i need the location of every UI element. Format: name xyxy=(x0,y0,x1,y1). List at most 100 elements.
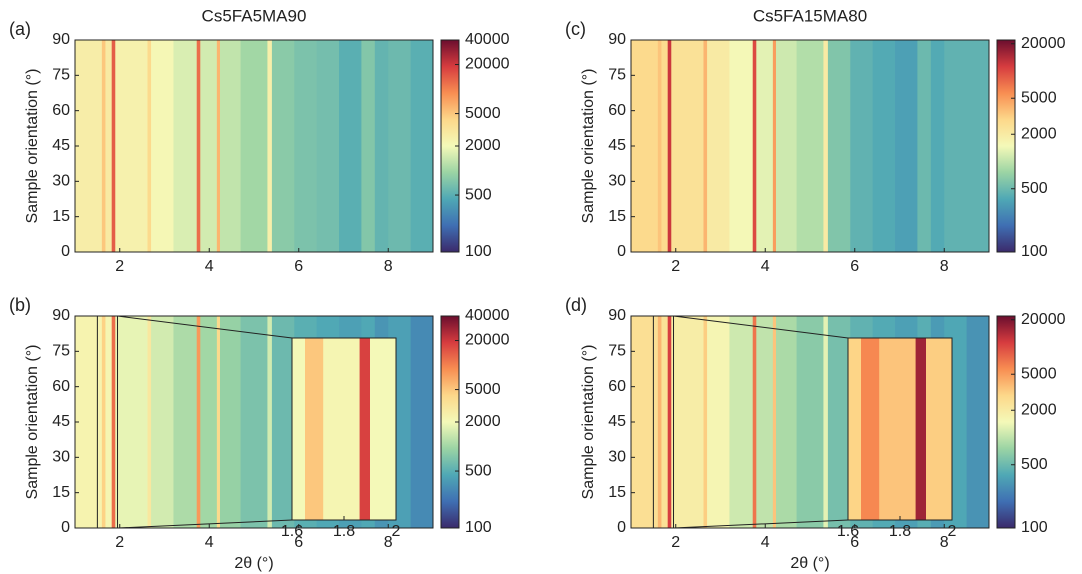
x-tick-label: 8 xyxy=(940,258,949,275)
intensity-cell xyxy=(671,40,704,252)
inset-intensity-cell xyxy=(848,338,862,520)
intensity-cell xyxy=(703,316,708,528)
intensity-cell xyxy=(240,316,268,528)
intensity-cell xyxy=(796,40,824,252)
intensity-cell xyxy=(267,40,273,252)
colorbar-tick-label: 100 xyxy=(465,243,492,260)
y-tick-label: 60 xyxy=(608,378,626,395)
colorbar-tick-label: 5000 xyxy=(465,105,501,122)
intensity-cell xyxy=(111,316,116,528)
zoom-connector xyxy=(673,519,849,529)
inset-intensity-cell xyxy=(323,338,360,520)
inset-intensity-cell xyxy=(359,338,371,520)
intensity-cell xyxy=(75,40,103,252)
intensity-cell xyxy=(895,40,918,252)
x-tick-label: 4 xyxy=(761,258,770,275)
zoom-connector xyxy=(117,519,293,529)
x-tick-label: 4 xyxy=(761,534,770,551)
x-tick-label: 6 xyxy=(294,258,303,275)
intensity-cell xyxy=(671,316,704,528)
intensity-cell xyxy=(756,316,774,528)
intensity-cell xyxy=(703,40,708,252)
intensity-cell xyxy=(631,40,659,252)
colorbar-tick-label: 5000 xyxy=(1021,89,1057,106)
y-tick-label: 30 xyxy=(52,173,70,190)
intensity-cell xyxy=(151,316,174,528)
intensity-cell xyxy=(917,40,932,252)
intensity-cell xyxy=(388,40,412,252)
x-tick-label: 8 xyxy=(384,534,393,551)
inset-x-tick-label: 1.8 xyxy=(333,523,355,540)
y-tick-label: 15 xyxy=(608,484,626,501)
intensity-cell xyxy=(772,40,777,252)
zoom-region xyxy=(96,315,119,529)
x-tick-label: 6 xyxy=(850,258,859,275)
y-tick-label: 75 xyxy=(608,343,626,360)
colorbar-tick-label: 2000 xyxy=(465,137,501,154)
intensity-cell xyxy=(707,40,730,252)
y-tick-label: 30 xyxy=(52,449,70,466)
y-axis-label: Sample orientation (°) xyxy=(580,345,597,500)
intensity-cell xyxy=(267,316,273,528)
y-tick-label: 15 xyxy=(52,208,70,225)
y-tick-label: 75 xyxy=(52,343,70,360)
inset-x-tick-label: 1.8 xyxy=(889,523,911,540)
colorbar-tick-label: 500 xyxy=(1021,456,1048,473)
inset-x-tick-label: 1.6 xyxy=(281,523,303,540)
intensity-cell xyxy=(930,40,945,252)
intensity-cell xyxy=(374,40,389,252)
intensity-cell xyxy=(361,40,376,252)
y-axis-label: Sample orientation (°) xyxy=(24,345,41,500)
panel-label: (b) xyxy=(9,295,31,315)
y-tick-label: 75 xyxy=(608,67,626,84)
y-tick-label: 30 xyxy=(608,449,626,466)
colorbar-tick-label: 500 xyxy=(1021,180,1048,197)
x-tick-label: 2 xyxy=(115,258,124,275)
intensity-cell xyxy=(101,316,106,528)
panel-title: Cs5FA5MA90 xyxy=(202,6,307,25)
intensity-cell xyxy=(775,40,797,252)
intensity-cell xyxy=(772,316,777,528)
intensity-cell xyxy=(294,40,318,252)
colorbar-tick-label: 100 xyxy=(1021,243,1048,260)
inset-intensity-cell xyxy=(292,338,306,520)
panel: (b) Sample orientation (°) 2θ (°) 0 15 30 45 60… xyxy=(9,295,510,572)
y-tick-label: 60 xyxy=(608,102,626,119)
colorbar-tick-label: 2000 xyxy=(1021,401,1057,418)
colorbar-tick-label: 40000 xyxy=(465,31,510,48)
y-tick-label: 45 xyxy=(52,413,70,430)
intensity-cell xyxy=(966,40,990,252)
x-tick-label: 4 xyxy=(205,534,214,551)
colorbar-tick-label: 5000 xyxy=(465,381,501,398)
intensity-cell xyxy=(216,40,221,252)
colorbar xyxy=(996,39,1016,253)
zoom-connector xyxy=(117,315,293,339)
intensity-cell xyxy=(796,316,824,528)
colorbar xyxy=(996,315,1016,529)
colorbar-tick-label: 500 xyxy=(465,462,492,479)
intensity-cell xyxy=(410,40,434,252)
colorbar-tick-label: 20000 xyxy=(1021,35,1066,52)
colorbar-tick-label: 20000 xyxy=(465,332,510,349)
intensity-cell xyxy=(944,40,968,252)
inset-x-tick-label: 2 xyxy=(392,523,401,540)
intensity-cell xyxy=(410,316,434,528)
y-tick-label: 90 xyxy=(608,307,626,324)
y-tick-label: 0 xyxy=(617,519,626,536)
y-tick-label: 90 xyxy=(52,307,70,324)
colorbar-tick-label: 2000 xyxy=(465,413,501,430)
y-tick-label: 90 xyxy=(52,31,70,48)
x-tick-label: 2 xyxy=(671,258,680,275)
y-tick-label: 0 xyxy=(61,519,70,536)
y-tick-label: 0 xyxy=(617,243,626,260)
inset-intensity-cell xyxy=(915,338,927,520)
intensity-cell xyxy=(111,40,116,252)
intensity-cell xyxy=(667,316,672,528)
y-tick-label: 15 xyxy=(52,484,70,501)
colorbar-tick-label: 20000 xyxy=(465,56,510,73)
intensity-cell xyxy=(657,40,662,252)
intensity-cell xyxy=(729,316,754,528)
intensity-cell xyxy=(850,40,874,252)
x-tick-label: 8 xyxy=(940,534,949,551)
